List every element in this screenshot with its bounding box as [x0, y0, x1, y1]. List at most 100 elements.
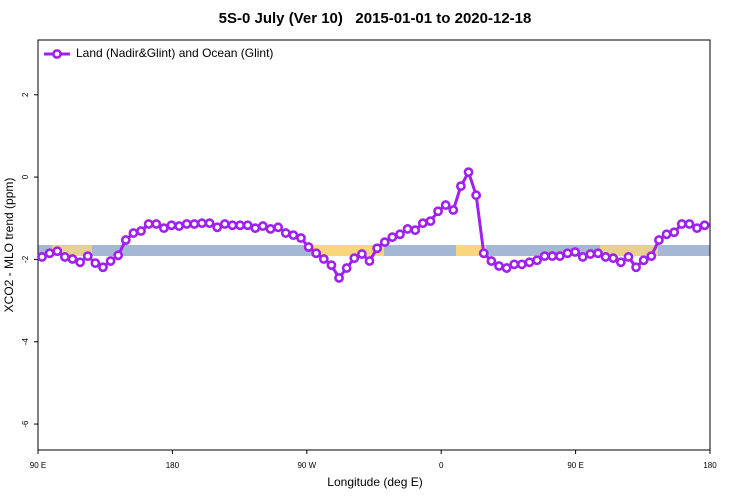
data-point	[82, 251, 93, 262]
data-point	[547, 251, 558, 262]
y-tick-label: 2	[21, 92, 30, 97]
land-patch	[312, 245, 384, 256]
data-point	[242, 220, 253, 231]
data-point	[296, 233, 306, 243]
data-point	[562, 248, 573, 259]
data-point	[395, 229, 405, 240]
data-point	[623, 252, 634, 262]
data-point	[608, 253, 619, 264]
data-point	[166, 220, 177, 231]
y-tick-label: -2	[21, 255, 30, 263]
data-point	[577, 252, 588, 262]
data-point	[478, 248, 489, 259]
data-point	[387, 232, 398, 243]
land-patch	[456, 245, 486, 256]
legend-marker	[52, 49, 62, 59]
data-point	[555, 251, 565, 262]
data-point	[486, 256, 497, 266]
data-point	[615, 257, 626, 268]
data-point	[631, 262, 641, 273]
data-point	[136, 226, 146, 236]
data-point	[174, 221, 185, 231]
x-tick-label: 90 E	[30, 461, 46, 470]
plot-frame	[37, 39, 711, 451]
data-point	[98, 262, 108, 273]
data-point	[37, 252, 47, 262]
data-point	[311, 248, 322, 259]
data-point	[204, 218, 215, 229]
y-axis-label: XCO2 - MLO trend (ppm)	[2, 178, 16, 313]
data-point	[417, 218, 428, 229]
data-point	[113, 250, 124, 261]
data-point	[471, 190, 482, 201]
data-point	[372, 243, 383, 254]
legend-label: Land (Nadir&Glint) and Ocean (Glint)	[76, 46, 273, 60]
data-point	[456, 181, 466, 192]
data-point	[379, 237, 390, 248]
y-tick-label: 0	[21, 174, 30, 179]
x-tick-label: 90 E	[567, 461, 583, 470]
data-point	[288, 230, 299, 241]
data-point	[326, 260, 337, 271]
data-point	[600, 252, 611, 262]
data-point	[692, 223, 702, 234]
data-point	[669, 227, 680, 238]
data-point	[197, 218, 207, 229]
data-point	[75, 257, 86, 268]
x-tick-label: 180	[166, 461, 180, 470]
data-point	[250, 223, 261, 234]
data-point	[593, 248, 603, 259]
data-point	[661, 229, 672, 240]
x-axis-label: Longitude (deg E)	[327, 475, 422, 489]
data-point	[265, 224, 276, 234]
data-point	[494, 261, 504, 271]
data-point	[570, 247, 581, 257]
data-point	[128, 228, 139, 238]
data-point	[532, 255, 542, 266]
data-point	[67, 254, 78, 264]
land-patch	[52, 245, 92, 256]
data-point	[227, 220, 238, 231]
data-point	[646, 251, 657, 262]
data-point	[402, 224, 413, 234]
x-tick-label: 180	[703, 461, 717, 470]
y-tick-label: -6	[21, 420, 30, 428]
data-point	[303, 242, 314, 252]
data-point	[44, 248, 55, 259]
land-patch	[600, 245, 658, 256]
data-point	[59, 252, 70, 262]
data-point	[524, 257, 535, 268]
data-point	[120, 235, 131, 245]
data-point	[509, 259, 520, 270]
data-point	[90, 258, 101, 269]
data-point	[334, 273, 344, 283]
data-point	[463, 167, 474, 178]
x-tick-label: 90 W	[297, 461, 316, 470]
data-point	[638, 255, 649, 266]
data-point	[585, 249, 596, 259]
data-point	[433, 206, 443, 217]
data-point	[219, 219, 230, 229]
data-point	[235, 220, 245, 231]
data-point	[364, 256, 375, 266]
data-point	[158, 223, 169, 234]
data-point	[273, 222, 284, 233]
chart-title: 5S-0 July (Ver 10) 2015-01-01 to 2020-12…	[219, 10, 532, 27]
data-point	[212, 222, 223, 233]
data-point	[105, 256, 116, 266]
data-point	[349, 253, 360, 264]
data-point	[425, 216, 436, 227]
data-point	[341, 263, 352, 273]
data-point	[654, 235, 664, 245]
x-tick-label: 0	[439, 461, 444, 470]
data-point	[151, 219, 162, 229]
data-point	[440, 200, 451, 210]
data-point	[684, 219, 695, 229]
data-point	[189, 219, 200, 229]
data-point	[676, 219, 687, 229]
data-point	[501, 263, 512, 273]
data-point	[257, 221, 268, 231]
data-point	[410, 225, 421, 236]
data-point	[539, 251, 550, 262]
